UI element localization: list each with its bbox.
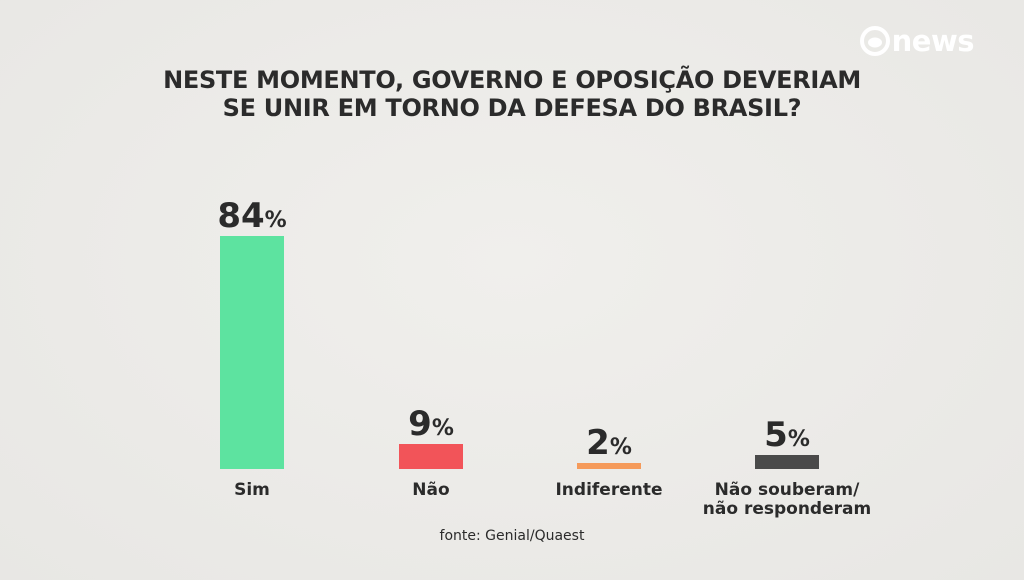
chart-title: NESTE MOMENTO, GOVERNO E OPOSIÇÃO DEVERI… xyxy=(163,66,861,122)
value-label-3: 5% xyxy=(764,415,810,455)
category-label-2: Indiferente xyxy=(555,480,663,500)
category-label-3: Não souberam/ não responderam xyxy=(702,480,872,519)
brand-logo: news xyxy=(859,24,975,58)
bar-1 xyxy=(399,444,463,469)
category-label-0: Sim xyxy=(234,480,270,500)
globo-icon xyxy=(859,26,890,56)
bar-3 xyxy=(755,455,819,469)
value-label-1: 9% xyxy=(408,404,454,444)
bar-2 xyxy=(577,463,641,469)
brand-logo-text: news xyxy=(891,24,975,58)
bar-0 xyxy=(220,236,284,469)
value-label-2: 2% xyxy=(586,423,632,463)
source-note: fonte: Genial/Quaest xyxy=(439,528,585,544)
category-label-1: Não xyxy=(412,480,450,500)
value-label-0: 84% xyxy=(217,196,287,236)
